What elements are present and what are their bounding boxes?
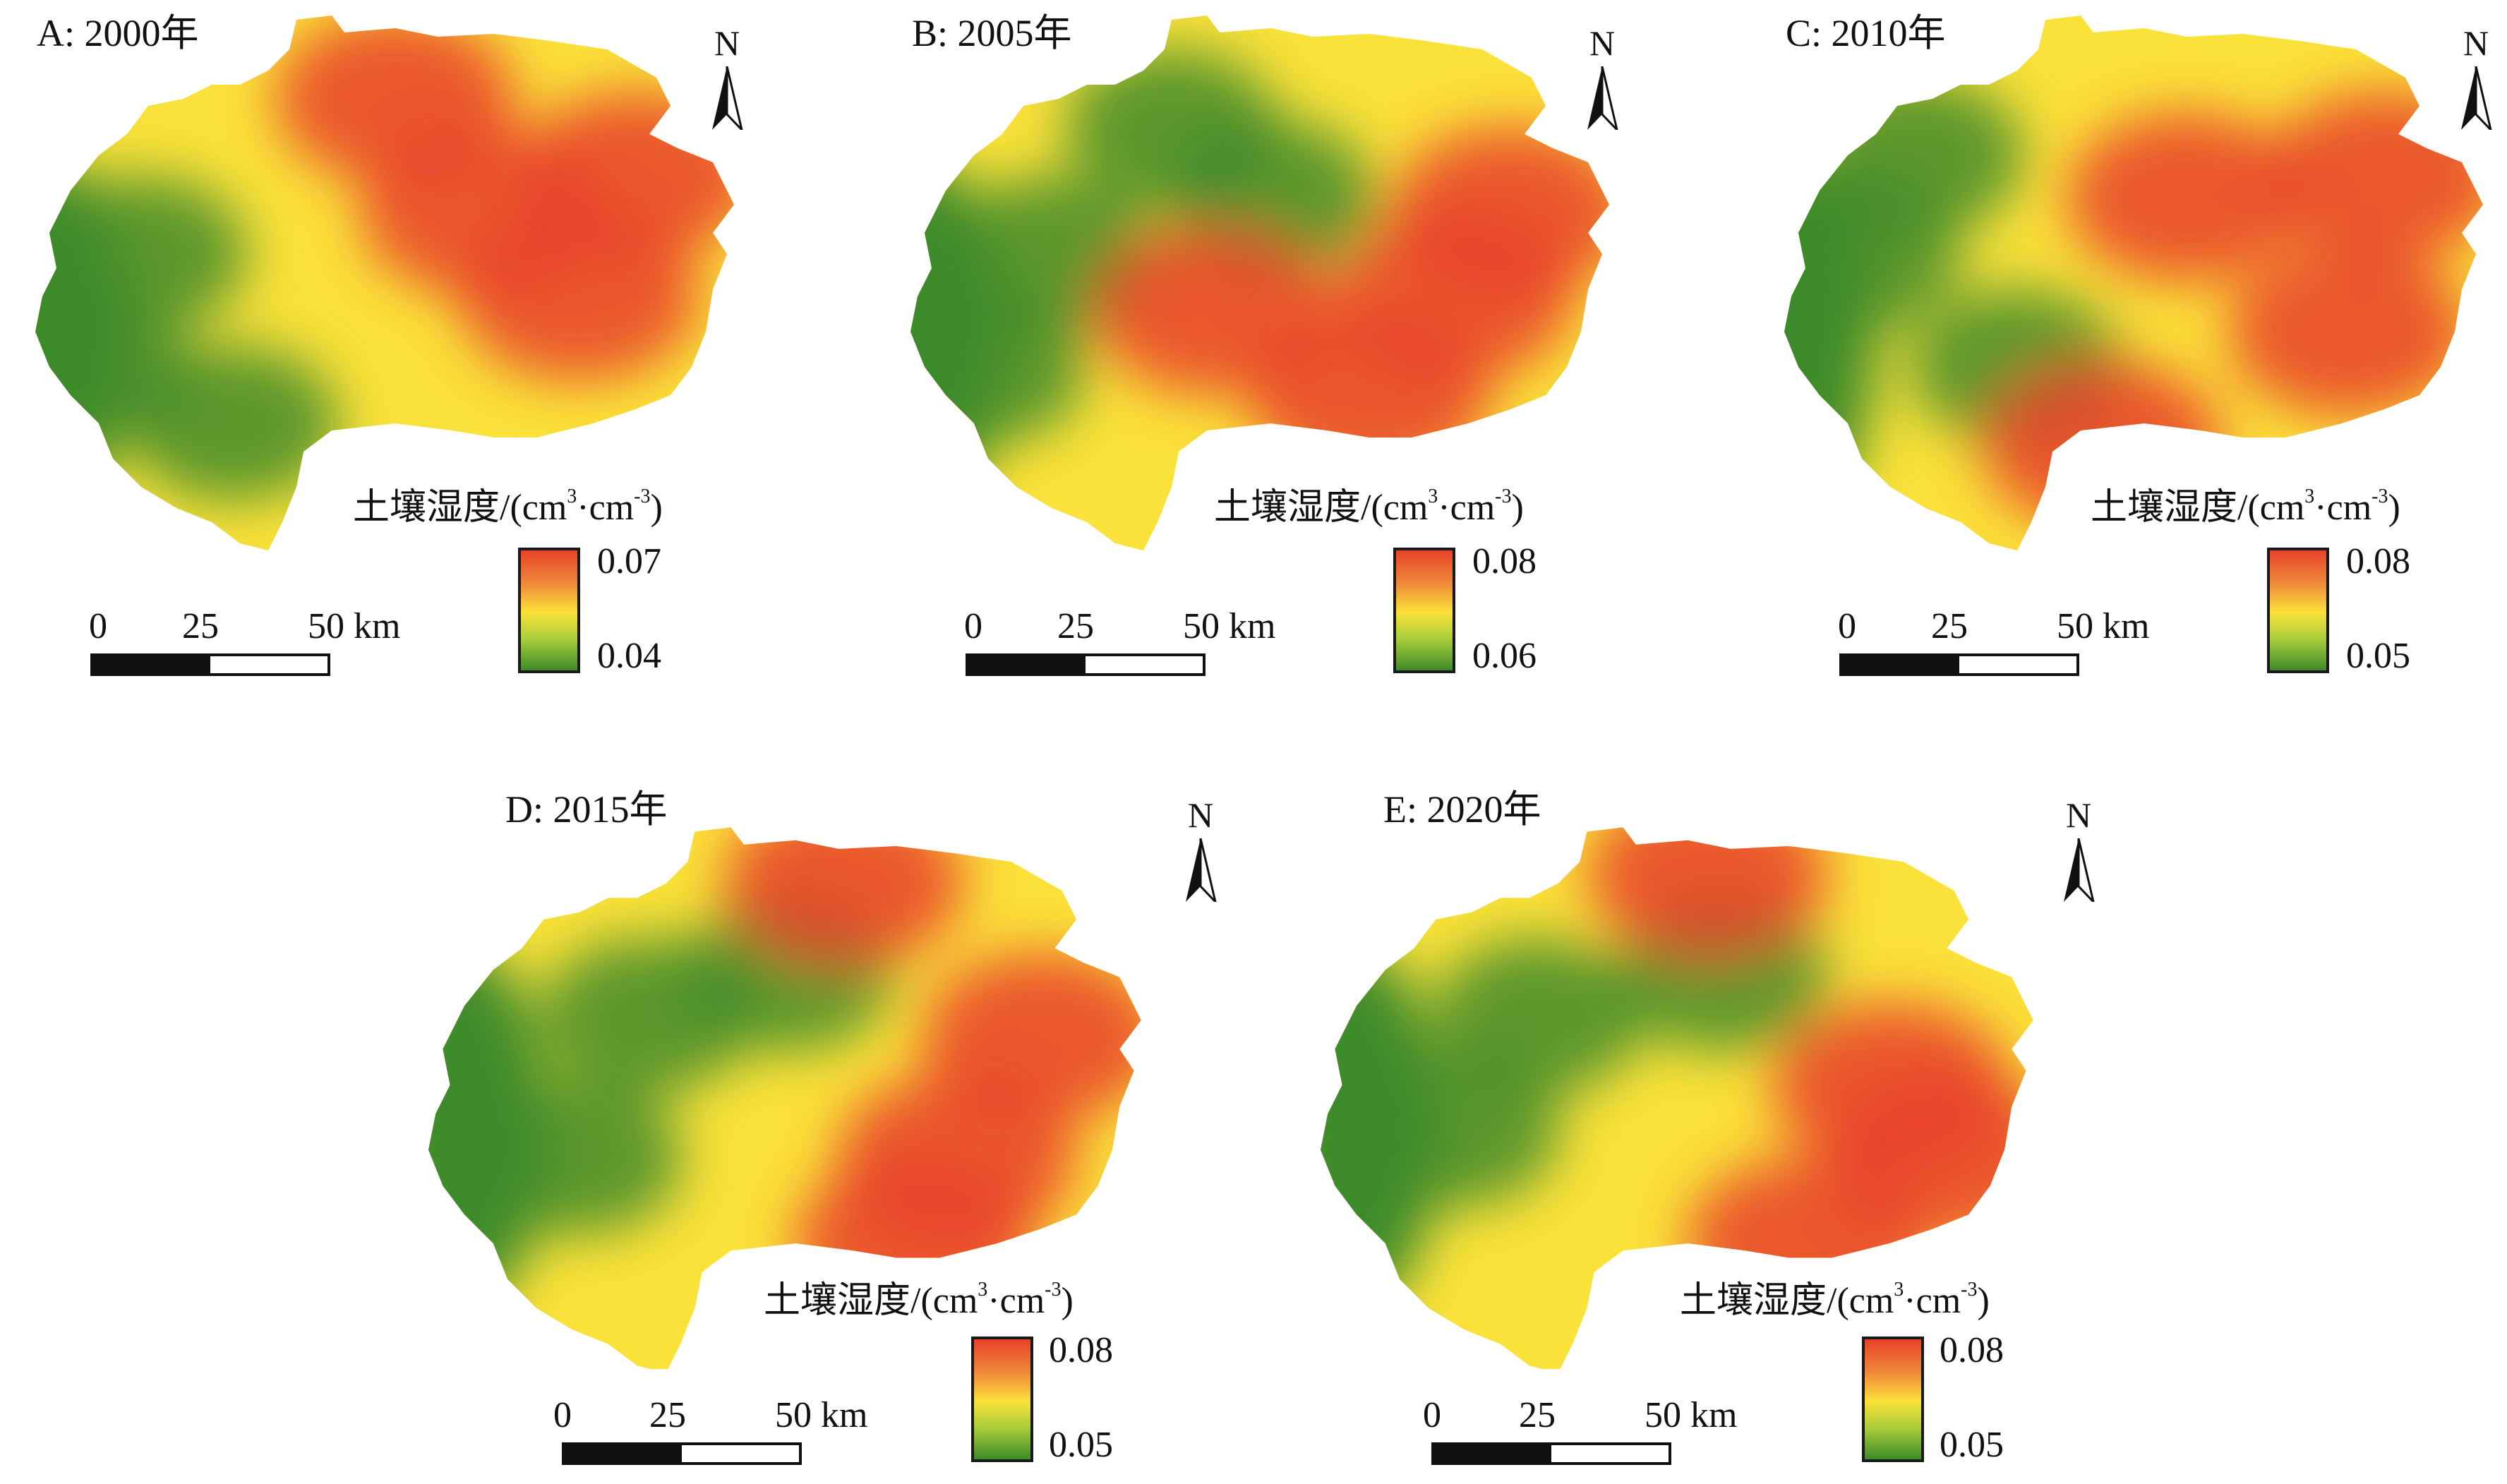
north-label: N	[2065, 795, 2092, 835]
legend-min-value: 0.05	[1049, 1425, 1113, 1465]
panel-title: C: 2010年	[1786, 12, 1946, 54]
scale-bar	[1431, 1442, 1671, 1465]
north-arrow: N	[2054, 797, 2103, 903]
north-arrow: N	[1577, 25, 1627, 131]
north-arrow-icon	[1186, 838, 1217, 902]
legend-max-value: 0.07	[597, 541, 661, 581]
legend-max-value: 0.08	[1472, 541, 1537, 581]
legend-title: 土壤湿度/(cm3·cm-3)	[1214, 485, 1524, 528]
scale-bar	[1839, 653, 2079, 676]
soil-moisture-map	[910, 16, 1609, 550]
panel-title: E: 2020年	[1383, 788, 1541, 831]
legend-min-value: 0.04	[597, 636, 661, 676]
scale-bar	[562, 1442, 802, 1465]
panel-title: B: 2005年	[912, 12, 1072, 54]
soil-moisture-map	[35, 16, 734, 550]
soil-moisture-map	[1784, 16, 2483, 550]
panel-title: A: 2000年	[37, 12, 199, 54]
legend-color-ramp	[971, 1337, 1033, 1462]
panel-title: D: 2015年	[505, 788, 668, 831]
north-arrow-icon	[2064, 838, 2095, 902]
north-label: N	[714, 23, 740, 63]
legend-color-ramp	[2267, 548, 2329, 673]
map-panel-b: B: 2005年 N 土壤湿度/(cm3·cm-3) 0.08 0.06 0 2…	[875, 0, 1708, 677]
north-arrow: N	[702, 25, 752, 131]
legend-title: 土壤湿度/(cm3·cm-3)	[764, 1279, 1074, 1321]
scale-bar	[966, 653, 1206, 676]
north-arrow: N	[2451, 25, 2501, 131]
legend-title: 土壤湿度/(cm3·cm-3)	[353, 485, 663, 528]
legend-color-ramp	[1862, 1337, 1924, 1462]
north-label: N	[1589, 23, 1616, 63]
moisture-raster	[1321, 827, 2033, 1369]
map-panel-c: C: 2010年 N 土壤湿度/(cm3·cm-3) 0.08 0.05 0 2…	[1749, 0, 2507, 677]
legend-min-value: 0.06	[1472, 636, 1537, 676]
scale-bar	[90, 653, 330, 676]
north-label: N	[1187, 795, 1214, 835]
legend-min-value: 0.05	[2346, 636, 2410, 676]
legend-max-value: 0.08	[1940, 1330, 2004, 1370]
north-arrow-icon	[712, 66, 743, 130]
north-label: N	[2463, 23, 2489, 63]
legend-title: 土壤湿度/(cm3·cm-3)	[1680, 1279, 1990, 1321]
legend-max-value: 0.08	[1049, 1330, 1113, 1370]
north-arrow: N	[1176, 797, 1225, 903]
soil-moisture-map	[1321, 827, 2033, 1369]
north-arrow-icon	[1587, 66, 1618, 130]
map-panel-e: E: 2020年 N 土壤湿度/(cm3·cm-3) 0.08 0.05 0 2…	[1313, 790, 2146, 1468]
map-panel-a: A: 2000年 N 土壤湿度/(cm3·cm-3) 0.07 0.04 0 2…	[0, 0, 833, 677]
north-arrow-icon	[2461, 66, 2492, 130]
map-panel-d: D: 2015年 N 土壤湿度/(cm3·cm-3) 0.08 0.05 0 2…	[421, 790, 1254, 1468]
legend-max-value: 0.08	[2346, 541, 2410, 581]
legend-min-value: 0.05	[1940, 1425, 2004, 1465]
soil-moisture-map	[428, 827, 1141, 1369]
legend-title: 土壤湿度/(cm3·cm-3)	[2091, 485, 2400, 528]
legend-color-ramp	[1393, 548, 1455, 673]
legend-color-ramp	[518, 548, 580, 673]
